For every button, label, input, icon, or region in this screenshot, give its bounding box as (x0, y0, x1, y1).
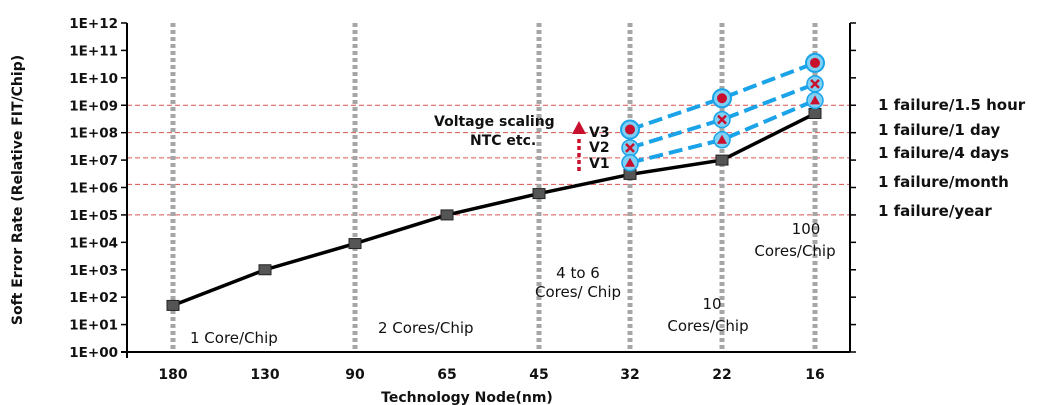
y-tick-label: 1E+01 (69, 318, 118, 334)
reference-line-label: 1 failure/1.5 hour (878, 96, 1026, 114)
reference-line-label: 1 failure/year (878, 202, 992, 220)
region-annotation: 1 Core/Chip (190, 329, 278, 347)
y-tick-label: 1E+06 (69, 181, 118, 197)
y-tick-label: 1E+05 (69, 208, 118, 224)
series-label-v2: V2 (589, 140, 610, 156)
region-annotation: 4 to 6 (556, 264, 600, 282)
reference-line-labels: 1 failure/1.5 hour 1 failure/1 day 1 failu… (878, 96, 1026, 220)
baseline-point (808, 108, 822, 120)
point-v2 (810, 79, 820, 89)
region-annotation: Cores/Chip (667, 317, 748, 335)
point-v1 (717, 134, 727, 144)
y-axis-label: Soft Error Rate (Relative FIT/Chip) (10, 55, 26, 325)
baseline-point (715, 154, 729, 166)
baseline-line (172, 111, 816, 308)
voltage-annotation-line: Voltage scaling (434, 114, 555, 130)
y-tick-label: 1E+03 (69, 263, 118, 279)
x-tick-label: 32 (620, 367, 639, 383)
region-annotation: 100 (792, 220, 821, 238)
x-tick-label: 90 (345, 367, 365, 383)
baseline-point (166, 299, 180, 311)
region-annotation: 2 Cores/Chip (378, 319, 474, 337)
y-tick-label: 1E+02 (69, 290, 118, 306)
region-annotation: Cores/ Chip (535, 283, 621, 301)
reference-line-label: 1 failure/month (878, 173, 1009, 191)
y-tick-label: 1E+08 (69, 126, 118, 142)
baseline-point (348, 238, 362, 250)
series-label-v1: V1 (589, 156, 610, 172)
x-tick-label: 65 (437, 367, 456, 383)
x-tick-label: 130 (250, 367, 279, 383)
point-v1 (810, 95, 820, 105)
baseline-point (440, 209, 454, 221)
point-v2 (717, 114, 727, 125)
vertical-grid (170, 23, 818, 352)
x-tick-label: 22 (712, 367, 731, 383)
series-line-v1 (629, 98, 816, 165)
point-v3 (717, 93, 727, 104)
y-tick-label: 1E+07 (69, 153, 118, 169)
y-tick-label: 1E+04 (69, 235, 118, 251)
y-tick-label: 1E+09 (69, 98, 118, 114)
axes (121, 22, 856, 358)
x-axis-label: Technology Node(nm) (381, 390, 553, 405)
reference-line-label: 1 failure/1 day (878, 121, 1000, 139)
reference-line-label: 1 failure/4 days (878, 144, 1009, 162)
baseline-point (532, 188, 546, 200)
series-line-v3 (629, 61, 816, 132)
x-tick-label: 45 (529, 367, 548, 383)
x-tick-label: 16 (805, 367, 824, 383)
x-tick-label: 180 (158, 367, 187, 383)
x-tick-labels: 180 130 90 65 45 32 22 16 (158, 367, 824, 383)
y-tick-label: 1E+12 (69, 16, 118, 32)
region-annotation: 10 (702, 295, 721, 313)
point-v3 (625, 124, 635, 135)
y-tick-label: 1E+00 (69, 345, 118, 361)
region-annotation: Cores/Chip (754, 242, 835, 260)
voltage-arrow-head (572, 121, 586, 134)
y-tick-labels: 1E+00 1E+01 1E+02 1E+03 1E+04 1E+05 1E+06 1E+07… (69, 16, 118, 361)
point-v3 (810, 57, 820, 68)
baseline-point (258, 264, 272, 276)
voltage-annotation-line: NTC etc. (470, 133, 536, 149)
series-label-v3: V3 (589, 125, 610, 141)
y-tick-label: 1E+11 (69, 43, 118, 59)
series-line-v2 (629, 82, 816, 150)
series-lines (629, 61, 816, 165)
y-tick-label: 1E+10 (69, 71, 118, 87)
point-v2 (625, 142, 635, 153)
baseline-series (166, 108, 822, 311)
voltage-annotation: Voltage scaling NTC etc. (434, 114, 586, 171)
reference-lines (127, 104, 850, 216)
point-v1 (625, 157, 635, 167)
